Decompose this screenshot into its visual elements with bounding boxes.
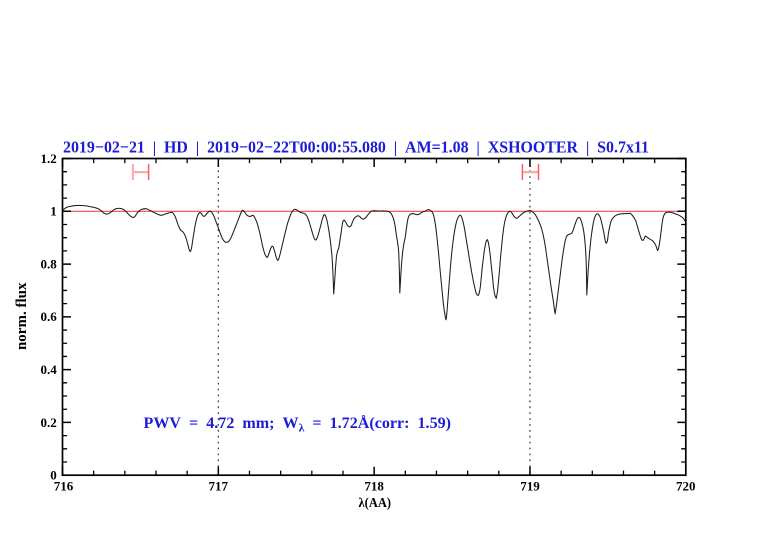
svg-text:0: 0 [50,468,57,483]
svg-text:719: 719 [520,479,540,494]
svg-text:PWV = 4.72 mm; Wλ = 1.72Å(corr: PWV = 4.72 mm; Wλ = 1.72Å(corr: 1.59) [144,414,452,434]
svg-text:0.8: 0.8 [41,257,58,272]
svg-text:λ(AA): λ(AA) [359,496,392,511]
svg-text:1: 1 [50,204,57,219]
svg-text:717: 717 [209,479,229,494]
svg-text:0.6: 0.6 [41,309,58,324]
svg-text:716: 716 [54,479,74,494]
svg-text:2019−02−21 | HD | 2019−02−22T0: 2019−02−21 | HD | 2019−02−22T00:00:55.08… [63,138,649,157]
svg-text:1.2: 1.2 [41,151,57,166]
svg-text:0.2: 0.2 [41,415,57,430]
svg-text:718: 718 [364,479,384,494]
svg-text:720: 720 [676,479,696,494]
svg-text:norm. flux: norm. flux [14,282,30,350]
svg-text:0.4: 0.4 [41,362,58,377]
